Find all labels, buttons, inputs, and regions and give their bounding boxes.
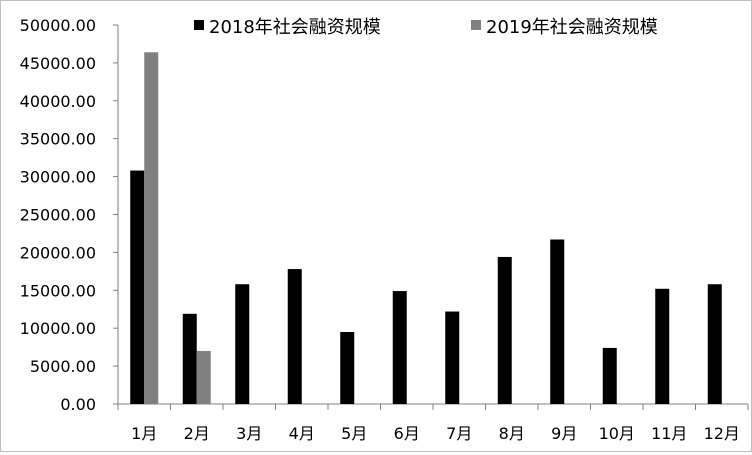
y-tick-label: 15000.00 [20,281,96,300]
bar-2018-5 [340,331,355,404]
legend: 2018年社会融资规模 2019年社会融资规模 [194,17,658,38]
y-tick-label: 45000.00 [20,54,96,73]
x-tick-label: 5月 [341,424,367,443]
legend-label-2018: 2018年社会融资规模 [209,17,381,38]
x-tick-label: 2月 [184,424,210,443]
x-tick-label: 6月 [394,424,420,443]
y-tick-label: 20000.00 [20,243,96,262]
bar-2018-12 [707,284,722,404]
x-tick-label: 11月 [651,424,687,443]
legend-swatch-2018 [194,20,204,30]
bar-2018-9 [550,239,565,404]
y-tick-label: 30000.00 [20,168,96,187]
y-tick-label: 10000.00 [20,319,96,338]
x-tick-label: 9月 [551,424,577,443]
bar-2019-2 [196,350,211,404]
x-tick-label: 7月 [446,424,472,443]
bar-2018-3 [235,284,250,404]
x-tick-label: 12月 [704,424,740,443]
y-tick-label: 25000.00 [20,206,96,225]
bar-2018-2 [182,313,197,404]
y-tick-label: 0.00 [60,395,96,414]
legend-swatch-2019 [471,20,481,30]
y-tick-label: 40000.00 [20,92,96,111]
bar-2018-1 [130,170,145,404]
legend-item-2019: 2019年社会融资规模 [471,17,658,38]
x-axis: 1月 2月 3月 4月 5月 6月 7月 8月 9月 10月 11月 12月 [117,403,749,443]
bar-2018-4 [287,269,302,404]
bar-2018-7 [445,311,460,404]
y-tick-label: 5000.00 [30,357,96,376]
y-axis: 0.00 5000.00 10000.00 15000.00 20000.00 25000… [20,16,119,414]
bars [130,52,722,405]
y-tick-label: 35000.00 [20,130,96,149]
bar-2019-1 [144,52,159,405]
x-tick-label: 3月 [236,424,262,443]
bar-2018-8 [497,256,512,404]
x-tick-label: 10月 [599,424,635,443]
legend-item-2018: 2018年社会融资规模 [194,17,381,38]
legend-label-2019: 2019年社会融资规模 [486,17,658,38]
x-tick-label: 1月 [131,424,157,443]
bar-2018-6 [392,291,407,404]
bar-2018-11 [655,288,670,404]
bar-2018-10 [602,347,617,404]
x-tick-label: 4月 [289,424,315,443]
y-tick-label: 50000.00 [20,16,96,35]
x-tick-label: 8月 [499,424,525,443]
